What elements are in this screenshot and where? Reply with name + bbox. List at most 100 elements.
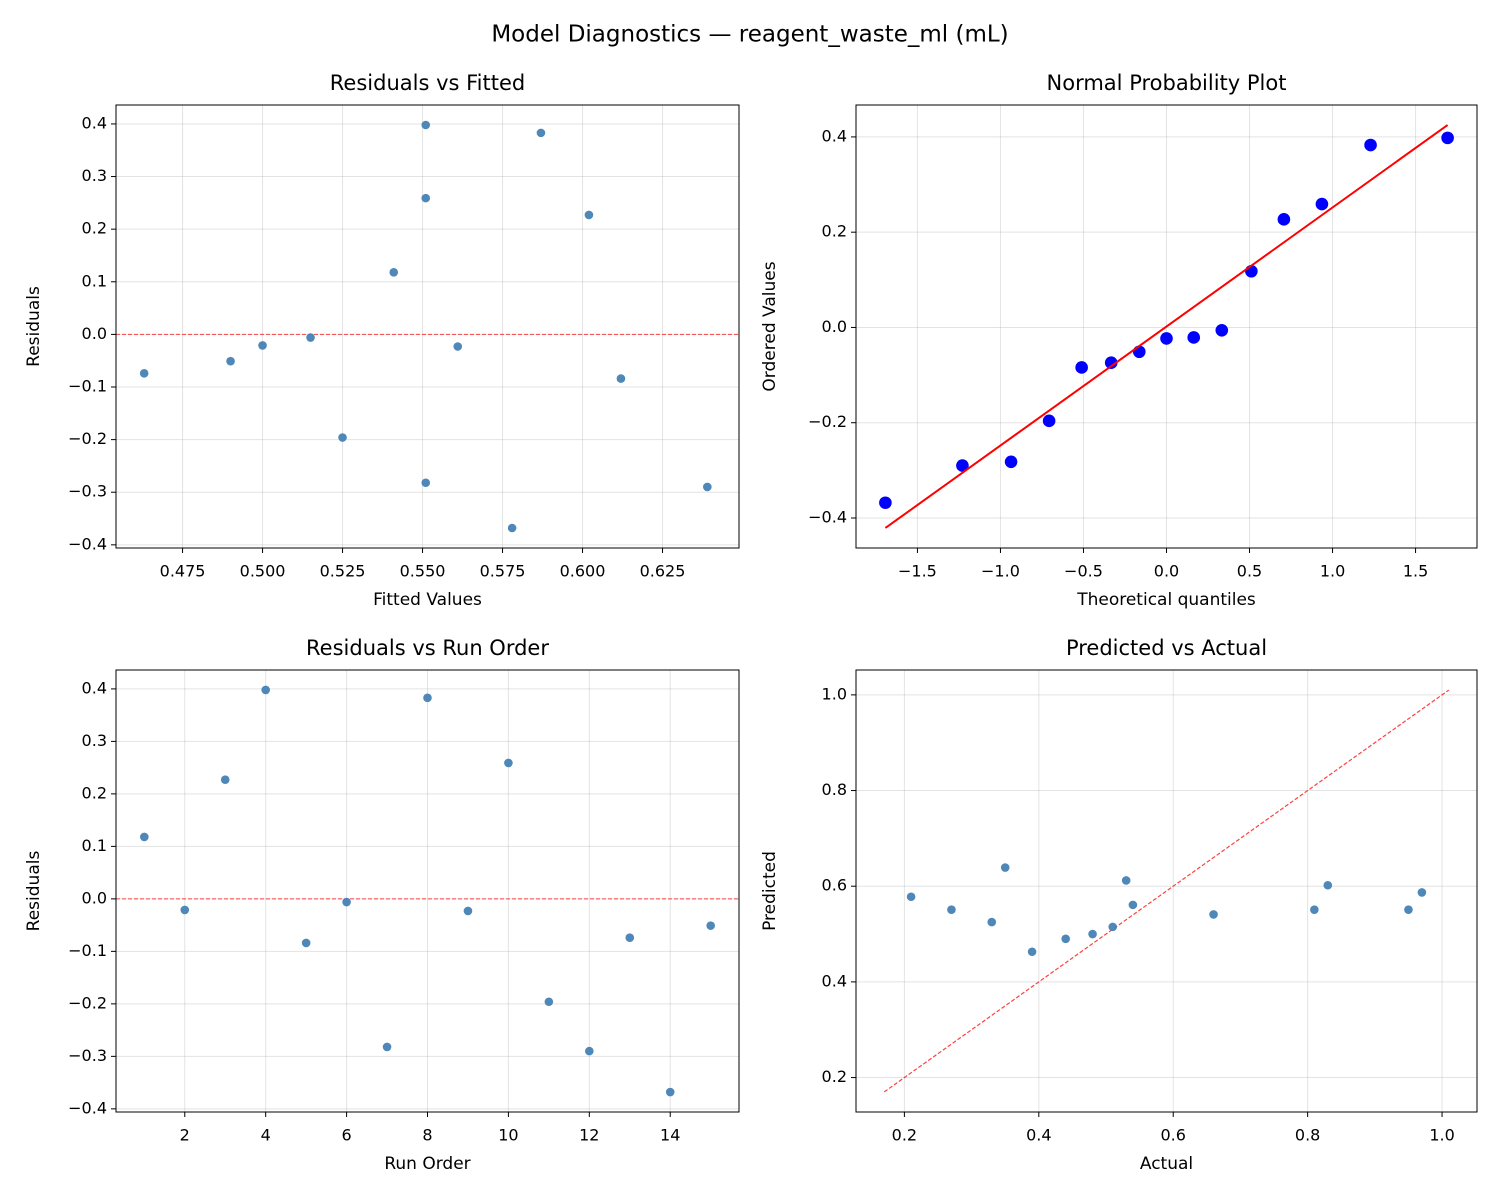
y-tick-label: −0.4 <box>808 507 847 526</box>
y-tick-label: −0.2 <box>68 993 107 1012</box>
x-tick-label: 0.500 <box>240 562 286 581</box>
y-tick-label: 0.1 <box>82 271 107 290</box>
y-tick-label: −0.3 <box>68 482 107 501</box>
y-tick-label: −0.2 <box>808 412 847 431</box>
point <box>1075 361 1088 374</box>
x-axis-label: Fitted Values <box>373 590 482 610</box>
point <box>226 356 235 366</box>
x-tick-label: 0.5 <box>1237 562 1262 581</box>
y-tick-label: 0.2 <box>82 783 107 802</box>
y-tick-label: 0.4 <box>822 971 847 990</box>
y-tick-label: 0.2 <box>82 219 107 238</box>
x-tick-label: 1.5 <box>1403 562 1428 581</box>
point <box>301 938 311 948</box>
point <box>1000 863 1010 872</box>
point <box>987 917 997 927</box>
x-tick-label: 12 <box>579 1126 599 1145</box>
point <box>1042 414 1056 428</box>
point <box>1128 900 1138 910</box>
point <box>879 496 892 510</box>
point <box>706 921 715 930</box>
point <box>140 832 149 842</box>
y-tick-label: −0.2 <box>68 429 107 448</box>
point <box>1310 905 1319 914</box>
axes-frame <box>855 669 1478 1113</box>
point <box>389 268 399 277</box>
y-axis-label: Residuals <box>24 286 44 367</box>
y-tick-label: 0.1 <box>82 836 107 855</box>
y-axis-label: Residuals <box>24 851 44 932</box>
y-tick-label: 0.4 <box>822 126 847 145</box>
point <box>258 341 267 350</box>
subplot-title: Predicted vs Actual <box>1066 636 1267 660</box>
y-tick-label: 0.2 <box>822 1067 847 1086</box>
reference-line <box>883 689 1450 1093</box>
y-tick-label: −0.4 <box>68 534 107 553</box>
y-tick-label: −0.3 <box>68 1046 107 1065</box>
y-tick-label: 0.2 <box>822 222 847 241</box>
y-axis-label: Ordered Values <box>760 261 780 391</box>
point <box>220 775 230 785</box>
subplot-title: Residuals vs Run Order <box>306 636 549 660</box>
point <box>180 905 190 915</box>
y-tick-label: 0.0 <box>82 888 107 907</box>
point <box>453 342 463 351</box>
point <box>956 459 969 472</box>
x-tick-label: 10 <box>498 1126 518 1145</box>
point <box>342 897 351 907</box>
axes-frame <box>115 104 740 549</box>
point <box>1108 922 1118 932</box>
x-tick-label: 0.4 <box>1026 1126 1051 1145</box>
y-tick-label: −0.4 <box>68 1098 107 1117</box>
point <box>338 433 347 442</box>
point <box>1315 197 1329 211</box>
point <box>536 128 546 138</box>
x-tick-label: 0.2 <box>892 1126 917 1145</box>
point <box>1441 131 1454 145</box>
point <box>1132 345 1146 359</box>
point <box>906 892 916 902</box>
point <box>1323 880 1333 890</box>
y-tick-label: 0.0 <box>822 317 847 336</box>
y-tick-label: 0.4 <box>82 678 107 697</box>
point <box>616 374 626 383</box>
point <box>703 482 712 492</box>
point <box>507 523 517 533</box>
point <box>544 997 554 1007</box>
point <box>665 1087 675 1097</box>
y-tick-label: −0.1 <box>68 377 107 396</box>
point <box>1104 356 1118 370</box>
point <box>382 1042 392 1052</box>
point <box>1004 455 1018 469</box>
x-tick-label: 1.0 <box>1320 562 1345 581</box>
point <box>1417 888 1427 897</box>
x-axis-label: Theoretical quantiles <box>1076 590 1256 610</box>
point <box>1061 934 1070 944</box>
x-tick-label: −1.0 <box>981 562 1020 581</box>
point <box>947 905 956 914</box>
x-axis-label: Actual <box>1140 1154 1193 1174</box>
point <box>585 1046 594 1056</box>
point <box>1121 876 1131 885</box>
point <box>421 120 431 130</box>
point <box>261 685 270 695</box>
point <box>421 193 431 203</box>
figure-title: Model Diagnostics — reagent_waste_ml (mL… <box>491 22 1008 48</box>
y-tick-label: 0.0 <box>82 324 107 343</box>
fit-line <box>884 124 1449 529</box>
point <box>421 478 431 488</box>
x-tick-label: 0.550 <box>400 562 446 581</box>
axes-frame <box>855 104 1478 549</box>
x-tick-label: 14 <box>660 1126 680 1145</box>
x-tick-label: 1.0 <box>1429 1126 1454 1145</box>
point <box>504 758 513 768</box>
x-tick-label: 0.625 <box>640 562 686 581</box>
y-tick-label: 0.8 <box>822 780 847 799</box>
x-tick-label: 0.475 <box>160 562 206 581</box>
x-tick-label: 2 <box>180 1126 190 1145</box>
point <box>1404 905 1413 914</box>
x-tick-label: 0.575 <box>480 562 526 581</box>
y-tick-label: −0.1 <box>68 941 107 960</box>
subplot-title: Normal Probability Plot <box>1047 71 1287 95</box>
